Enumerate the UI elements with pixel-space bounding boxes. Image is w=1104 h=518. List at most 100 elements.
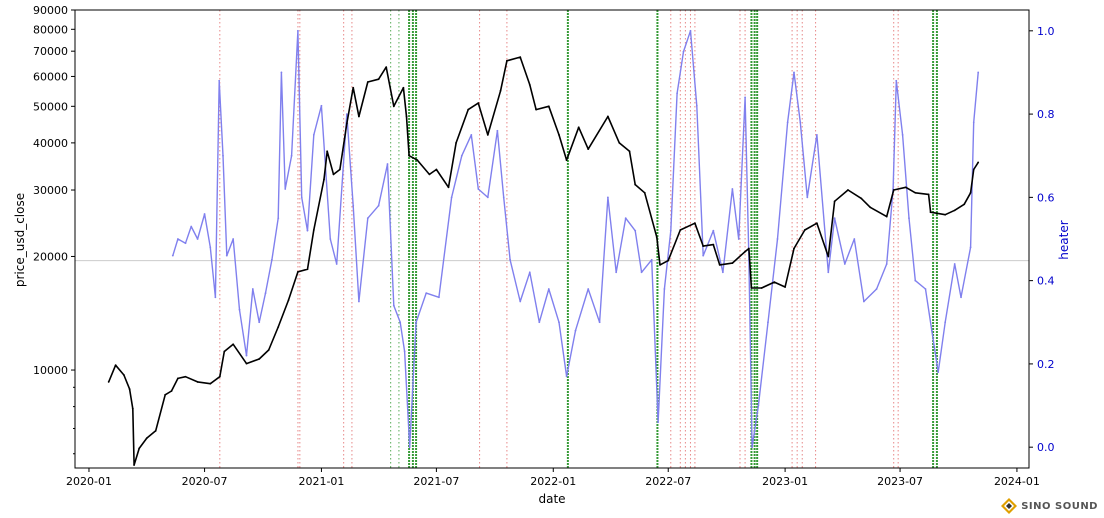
heater-point-13 [245,354,248,357]
heater-point-49 [509,258,511,261]
heater-point-65 [657,421,659,424]
heater-point-3 [190,225,193,228]
price_usd_close-point-95 [969,191,972,194]
heater-point-96 [895,79,898,82]
price_usd_close-point-57 [587,148,590,151]
price_usd_close-point-67 [694,222,696,225]
heater-point-62 [634,229,637,232]
price_usd_close-point-24 [306,268,309,271]
y-left-tick-label-5: 60000 [33,70,68,83]
price_usd_close-point-81 [827,255,830,258]
x-tick-label-3: 2021-07 [413,475,459,488]
heater-point-89 [833,217,836,220]
logo-text: SINO SOUND [1021,500,1098,512]
price_usd_close-point-53 [547,105,550,108]
heater-point-100 [924,288,927,290]
price_usd_close-point-0 [107,381,110,383]
heater-point-48 [502,196,505,199]
heater-point-85 [799,121,802,124]
x-tick-label-7: 2023-07 [877,475,923,488]
x-axis: 2020-01 2020-07 2021-01 2021-07 2022-01 2022-… [66,468,1040,488]
price_usd_close-point-29 [338,168,341,171]
heater-point-24 [306,229,309,232]
price_usd_close-point-39 [408,154,410,157]
heater-point-97 [901,134,904,136]
heater-point-73 [712,229,715,232]
price_usd_close-point-40 [416,159,419,162]
heater-point-75 [731,188,734,190]
price_usd_close-point-14 [209,382,212,385]
price_usd_close-point-80 [815,222,818,225]
price_usd_close-point-78 [793,247,795,250]
price_usd_close-point-83 [847,189,849,191]
y-left-tick-label-1: 20000 [33,250,68,263]
y-left-tick-label-7: 80000 [33,23,68,36]
price_usd_close-point-1 [114,364,117,367]
price_usd_close-point-90 [927,193,930,196]
heater-point-103 [944,321,947,324]
price_usd_close-point-37 [402,86,405,89]
heater-point-74 [721,271,724,274]
heater-point-4 [196,238,199,240]
heater-point-39 [415,321,417,324]
price_usd_close-point-79 [803,229,806,231]
price_usd_close-point-59 [618,141,621,144]
price_usd_close-point-27 [326,150,329,153]
y-right-tick-label-1: 0.2 [1037,358,1055,371]
heater-point-68 [676,92,679,95]
y-left-tick-label-6: 70000 [33,45,68,58]
heater-point-72 [702,254,705,257]
price_usd_close-point-48 [499,89,502,92]
price_usd_close-point-91 [929,211,932,214]
heater-point-79 [751,446,753,449]
price_usd_close-point-86 [885,215,888,218]
price_usd_close-point-20 [267,349,270,351]
price_usd_close-point-22 [287,299,290,302]
heater-point-67 [669,229,672,232]
price_usd_close-point-65 [667,259,670,262]
heater-point-15 [258,321,261,324]
y-left-tick-label-8: 90000 [33,4,68,17]
heater-point-31 [358,300,360,303]
heater-point-53 [547,288,550,290]
heater-point-83 [786,121,789,124]
price_usd_close-point-70 [718,263,721,266]
price_usd_close-point-75 [760,287,763,289]
price_usd_close-point-92 [944,213,947,216]
price_usd_close-point-88 [904,186,907,189]
price_usd_close-point-23 [297,271,299,273]
heater-point-104 [953,263,956,265]
heater-point-0 [171,254,174,257]
heater-point-61 [624,217,627,220]
heater-point-32 [366,217,369,220]
heater-point-7 [214,296,217,299]
price_usd_close-point-45 [467,108,470,111]
heater-point-63 [640,271,643,274]
heater-point-21 [290,154,293,157]
price_usd_close-point-34 [377,78,380,81]
x-tick-label-0: 2020-01 [66,475,112,488]
price_usd_close-point-15 [218,375,221,378]
heater-series [171,29,980,449]
heater-point-77 [744,96,746,99]
price_usd_close-point-69 [712,243,715,246]
price_usd_close-point-87 [892,189,895,191]
price_usd_close-point-4 [131,407,134,410]
heater-point-70 [689,29,692,32]
heater-point-98 [908,217,910,220]
price_usd_close-point-8 [154,429,157,432]
heater-point-69 [682,50,685,53]
heater-point-1 [176,238,179,240]
price_usd_close-point-60 [628,150,631,153]
heater-point-8 [218,79,221,82]
heater-point-40 [425,292,428,295]
heater-point-106 [969,246,972,249]
heater-point-64 [650,258,653,261]
price_usd_close-point-25 [312,229,315,231]
price_usd_close-point-52 [535,108,538,111]
price_usd_close-point-47 [486,133,489,136]
heater-point-80 [757,404,760,407]
price_usd_close-line [107,56,979,466]
y-left-tick-label-0: 10000 [33,364,68,377]
heater-point-54 [558,321,560,324]
